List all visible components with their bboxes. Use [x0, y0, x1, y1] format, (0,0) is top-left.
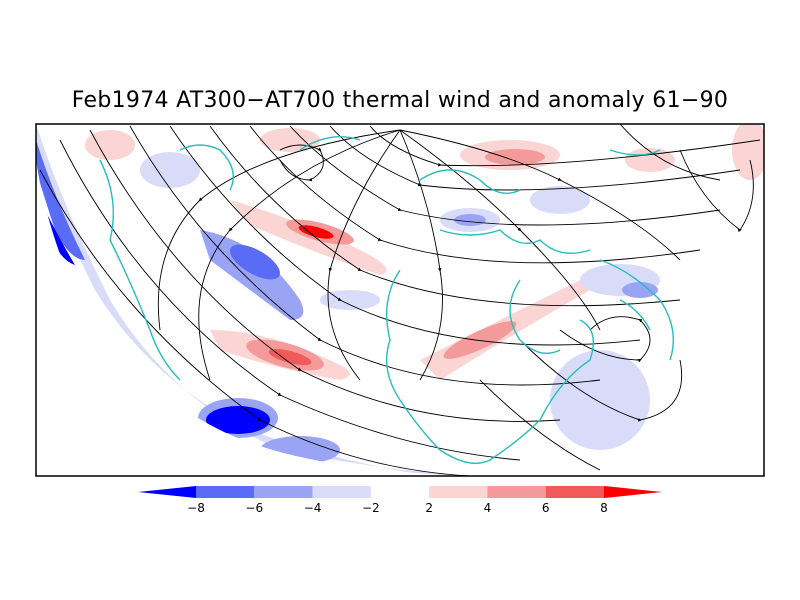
colorbar-label: 8 [600, 501, 608, 515]
colorbar-label: 6 [542, 501, 550, 515]
colorbar-segment [545, 486, 604, 498]
colorbar-label: −4 [304, 501, 322, 515]
colorbar: −8 −6 −4 −2 2 4 6 8 [138, 486, 662, 515]
colorbar-segment [429, 486, 488, 498]
colorbar-segment [254, 486, 313, 498]
colorbar-label: 4 [484, 501, 492, 515]
colorbar-segment [138, 486, 196, 498]
colorbar-segment [370, 486, 430, 498]
colorbar-label: 2 [425, 501, 433, 515]
colorbar-segment [312, 486, 371, 498]
colorbar-segment [604, 486, 662, 498]
coastlines [99, 135, 675, 464]
colorbar-segment [196, 486, 255, 498]
map-title: Feb1974 AT300−AT700 thermal wind and ano… [71, 88, 729, 113]
colorbar-label: −2 [362, 501, 380, 515]
colorbar-label: −8 [187, 501, 205, 515]
colorbar-segment [487, 486, 546, 498]
map-frame [35, 123, 765, 477]
colorbar-label: −6 [245, 501, 263, 515]
